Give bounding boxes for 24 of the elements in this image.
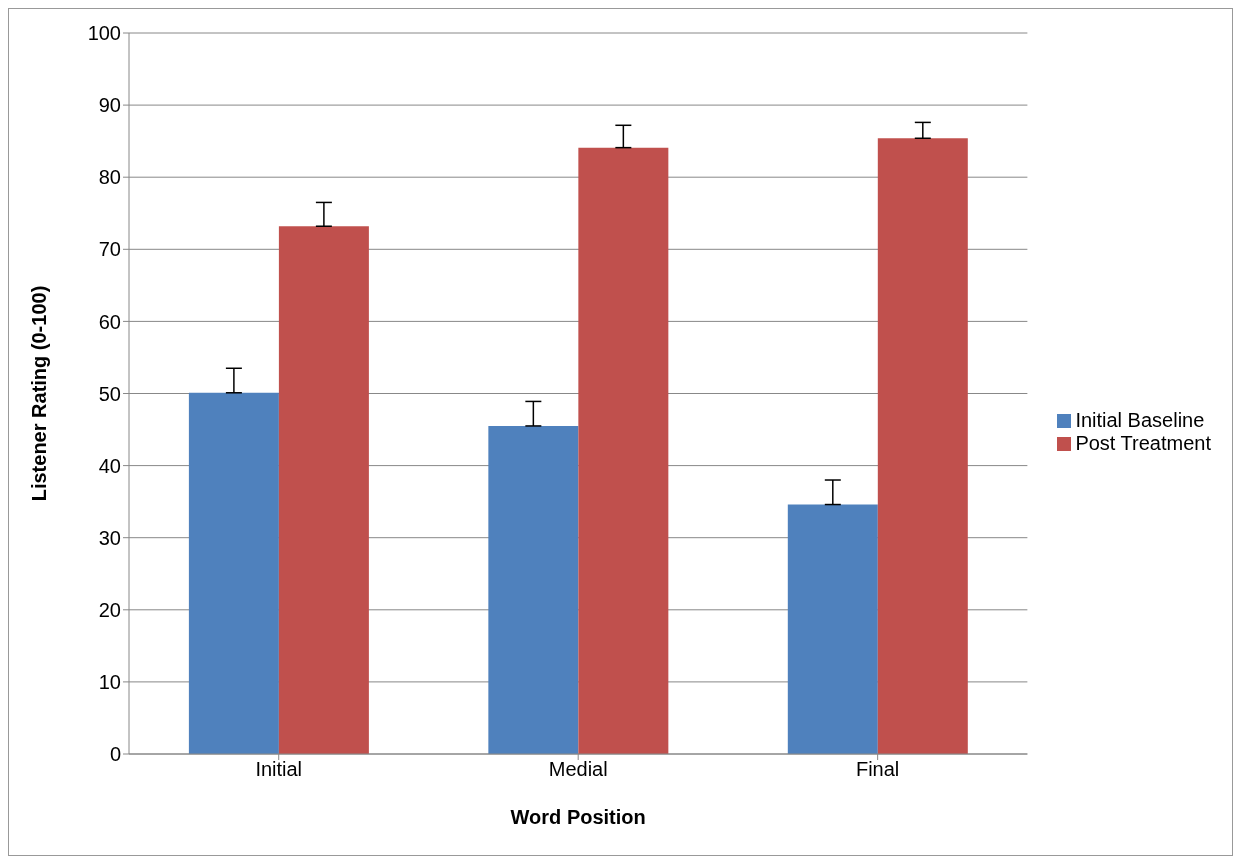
bar — [578, 147, 669, 754]
y-tick-label: 40 — [98, 454, 121, 477]
y-axis-title: Listener Rating (0-100) — [28, 285, 51, 502]
x-tick-label: Final — [855, 758, 900, 781]
x-tick-label: Medial — [548, 758, 608, 781]
y-tick-label: 70 — [98, 238, 121, 261]
legend-label: Post Treatment — [1075, 431, 1211, 454]
y-tick-label: 20 — [98, 598, 121, 621]
y-tick-label: 80 — [98, 166, 121, 189]
bar — [877, 138, 968, 754]
y-tick-label: 50 — [98, 382, 121, 405]
x-axis-title: Word Position — [510, 806, 646, 828]
bar — [488, 425, 579, 754]
y-tick-label: 0 — [109, 743, 121, 766]
y-tick-label: 100 — [87, 22, 121, 45]
bar — [188, 392, 279, 754]
bar — [278, 226, 369, 754]
y-tick-label: 60 — [98, 310, 121, 333]
bar — [787, 504, 878, 754]
y-tick-label: 10 — [98, 671, 121, 693]
x-tick-label: Initial — [255, 758, 303, 781]
y-tick-label: 30 — [98, 526, 121, 549]
legend-label: Initial Baseline — [1075, 408, 1205, 431]
y-tick-label: 90 — [98, 94, 121, 117]
